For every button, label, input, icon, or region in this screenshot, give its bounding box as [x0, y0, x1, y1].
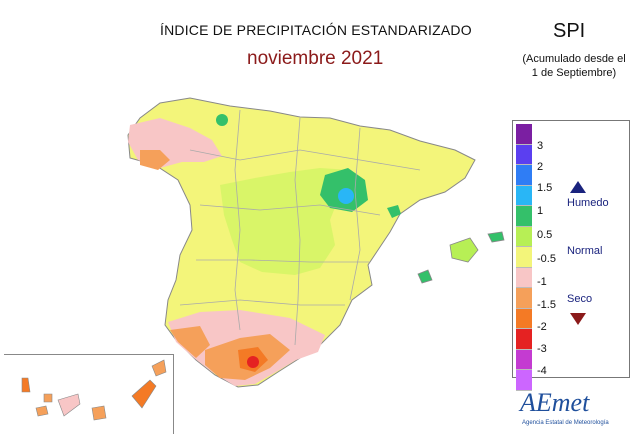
legend-tick: 0.5	[537, 229, 553, 241]
province-borders	[179, 109, 421, 346]
legend-tick: 1	[537, 205, 544, 217]
canary-lanzarote	[151, 359, 167, 377]
humid-arrow-icon	[570, 181, 586, 193]
legend-color-cell	[516, 247, 532, 268]
legend: 3 2 1.5 1 0.5 -0.5 -1 -1.5 -2 -3 -4 Hume…	[512, 120, 630, 391]
canary-tenerife	[57, 393, 81, 417]
galicia-very-dry	[140, 150, 170, 170]
normal-label: Normal	[567, 245, 603, 257]
ibiza	[417, 269, 433, 284]
legend-tick: 3	[537, 140, 544, 152]
central-wet-band	[220, 168, 350, 275]
legend-color-cell	[516, 288, 532, 309]
extreme-dry-spot	[247, 356, 259, 368]
humid-label: Humedo	[567, 197, 609, 209]
legend-color-cell	[516, 124, 532, 145]
legend-color-cell	[516, 165, 532, 186]
legend-tick: -3	[537, 343, 547, 355]
dry-arrow-icon	[570, 313, 586, 325]
legend-color-cell	[516, 267, 532, 288]
legend-color-cell	[516, 185, 532, 206]
mallorca	[449, 237, 479, 263]
canary-el-hierro	[35, 405, 49, 417]
map-title: ÍNDICE DE PRECIPITACIÓN ESTANDARIZADO	[160, 22, 472, 38]
legend-color-cell	[516, 370, 532, 391]
legend-color-cell	[516, 308, 532, 329]
legend-tick: -4	[537, 365, 547, 377]
valencia-wet-spot	[387, 205, 401, 218]
legend-color-cell	[516, 206, 532, 227]
canary-inset-frame	[4, 354, 174, 434]
legend-color-bar	[516, 124, 532, 391]
menorca	[487, 231, 505, 243]
dry-label: Seco	[567, 293, 593, 305]
legend-color-cell	[516, 349, 532, 370]
south-very-dry	[170, 326, 210, 358]
cantabric-wet-spot	[216, 114, 228, 126]
legend-tick: -2	[537, 321, 547, 333]
legend-tick: 1.5	[537, 182, 553, 194]
legend-color-cell	[516, 226, 532, 247]
note-line-1: (Acumulado desde el	[522, 53, 626, 65]
very-wet-spot	[338, 188, 354, 204]
legend-tick: -1.5	[537, 299, 556, 311]
legend-tick: 2	[537, 161, 544, 173]
canary-la-palma	[21, 377, 31, 393]
accumulation-note: (Acumulado desde el 1 de Septiembre)	[515, 52, 633, 80]
legend-color-cell	[516, 144, 532, 165]
index-label: SPI	[553, 20, 586, 42]
legend-tick: -1	[537, 276, 547, 288]
logo-subtitle: Agencia Estatal de Meteorología	[522, 420, 609, 426]
canary-gran-canaria	[91, 405, 107, 421]
aemet-logo: AEmet Agencia Estatal de Meteorología	[520, 388, 630, 432]
legend-color-cell	[516, 329, 532, 350]
legend-tick: -0.5	[537, 253, 556, 265]
canary-fuerteventura	[131, 379, 157, 409]
logo-text: AEmet	[520, 388, 590, 417]
note-line-2: 1 de Septiembre)	[531, 67, 617, 79]
map-subtitle: noviembre 2021	[247, 48, 384, 69]
canary-gomera	[43, 393, 53, 403]
